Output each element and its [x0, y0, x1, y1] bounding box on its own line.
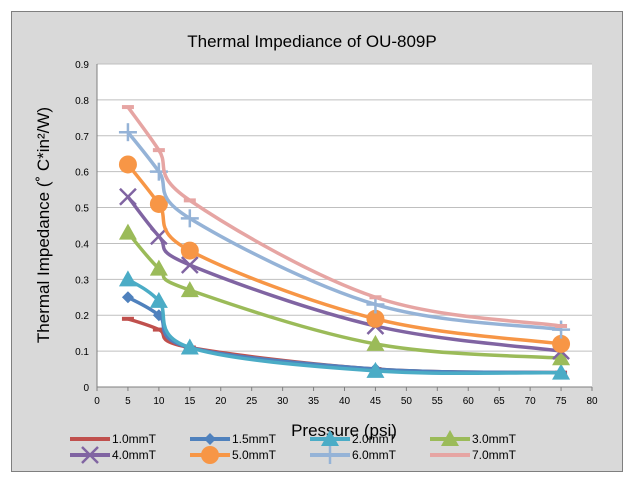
series-layer [118, 105, 571, 380]
data-point [180, 338, 199, 355]
x-tick-label: 70 [525, 396, 537, 407]
x-tick-label: 0 [94, 396, 100, 407]
x-axis-title: Pressure (psi) [291, 421, 397, 440]
legend-label: 4.0mmT [112, 448, 157, 462]
x-tick-label: 45 [370, 396, 382, 407]
data-point [180, 209, 199, 228]
legend-marker [321, 430, 339, 446]
y-tick-label: 0 [83, 383, 89, 394]
x-tick-label: 25 [246, 396, 258, 407]
legend-item: 6.0mmT [310, 446, 397, 464]
legend-label: 1.0mmT [112, 432, 157, 446]
data-point [369, 295, 382, 300]
data-point [149, 227, 168, 246]
series-2.0mmT [118, 270, 571, 380]
x-tick-label: 10 [153, 396, 165, 407]
series-3.0mmT [118, 223, 571, 366]
data-point [118, 270, 137, 287]
legend-label: 5.0mmT [232, 448, 277, 462]
legend-item: 1.0mmT [70, 432, 157, 446]
data-point [180, 281, 199, 298]
x-tick-label: 40 [339, 396, 351, 407]
x-tick-label: 5 [125, 396, 131, 407]
data-point [121, 291, 134, 304]
y-tick-label: 0.9 [75, 60, 89, 71]
legend-marker [201, 446, 219, 464]
y-tick-label: 0.6 [75, 168, 89, 179]
x-tick-label: 30 [277, 396, 289, 407]
legend-label: 1.5mmT [232, 432, 277, 446]
y-tick-label: 0.4 [75, 239, 89, 250]
data-point [121, 105, 134, 110]
legend-label: 7.0mmT [472, 448, 517, 462]
x-tick-label: 65 [494, 396, 506, 407]
legend: 1.0mmT 1.5mmT 2.0mmT 3.0mmT 4.0mmT 5.0mmT 6.0m… [70, 430, 517, 464]
legend-marker [204, 433, 216, 445]
series-5.0mmT [118, 155, 571, 353]
data-point [552, 349, 571, 366]
y-axis-title: Thermal Impedance (˚ C*in²/W) [34, 107, 53, 343]
chart-frame: Thermal Impediance of OU-809P 0 0.1 0.2 0.3… [11, 11, 623, 472]
x-tick-label: 75 [556, 396, 568, 407]
data-point [180, 256, 199, 274]
data-point [118, 155, 137, 174]
x-tick-label: 60 [463, 396, 475, 407]
data-point [183, 198, 196, 203]
data-point [149, 259, 168, 276]
data-point [555, 323, 568, 328]
x-tick-label: 20 [215, 396, 227, 407]
y-tick-label: 0.7 [75, 132, 89, 143]
data-point [366, 334, 385, 351]
legend-marker [321, 446, 339, 464]
data-point [180, 241, 199, 260]
plot-area [97, 64, 592, 387]
chart-canvas: Thermal Impediance of OU-809P 0 0.1 0.2 0.3… [34, 32, 598, 464]
data-point [118, 223, 137, 240]
x-tick-label: 80 [586, 396, 598, 407]
legend-label: 3.0mmT [472, 432, 517, 446]
legend-item: 4.0mmT [70, 446, 157, 464]
data-point [119, 187, 137, 206]
series-7.0mmT [121, 105, 568, 328]
data-point [149, 194, 168, 213]
legend-item: 1.5mmT [190, 432, 277, 446]
axes [96, 64, 593, 391]
legend-marker [444, 453, 456, 457]
data-point [552, 363, 571, 380]
legend-item: 3.0mmT [430, 430, 517, 446]
x-tick-label: 35 [308, 396, 320, 407]
data-point [552, 334, 571, 353]
y-tick-label: 0.2 [75, 311, 89, 322]
legend-marker [84, 437, 96, 441]
legend-item: 5.0mmT [190, 446, 277, 464]
data-point [366, 309, 385, 328]
legend-marker [81, 446, 99, 464]
data-point [118, 123, 137, 142]
y-tick-label: 0.3 [75, 275, 89, 286]
legend-item: 2.0mmT [310, 430, 397, 446]
tick-labels: 0 0.1 0.2 0.3 0.4 0.5 0.6 0.7 0.8 0.9 0 5 10 15 20 25 30… [75, 60, 598, 407]
data-point [152, 148, 165, 153]
y-tick-label: 0.1 [75, 347, 89, 358]
data-point [366, 361, 385, 378]
legend-marker [441, 430, 459, 446]
data-point [149, 291, 168, 308]
x-tick-label: 15 [184, 396, 196, 407]
data-point [121, 316, 134, 321]
legend-item: 7.0mmT [430, 448, 517, 462]
y-tick-label: 0.5 [75, 204, 89, 215]
data-point [552, 320, 571, 339]
legend-label: 2.0mmT [352, 432, 397, 446]
x-tick-label: 55 [432, 396, 444, 407]
legend-label: 6.0mmT [352, 448, 397, 462]
y-tick-label: 0.8 [75, 96, 89, 107]
chart-title: Thermal Impediance of OU-809P [187, 32, 436, 51]
x-tick-label: 50 [401, 396, 413, 407]
data-point [152, 327, 165, 332]
